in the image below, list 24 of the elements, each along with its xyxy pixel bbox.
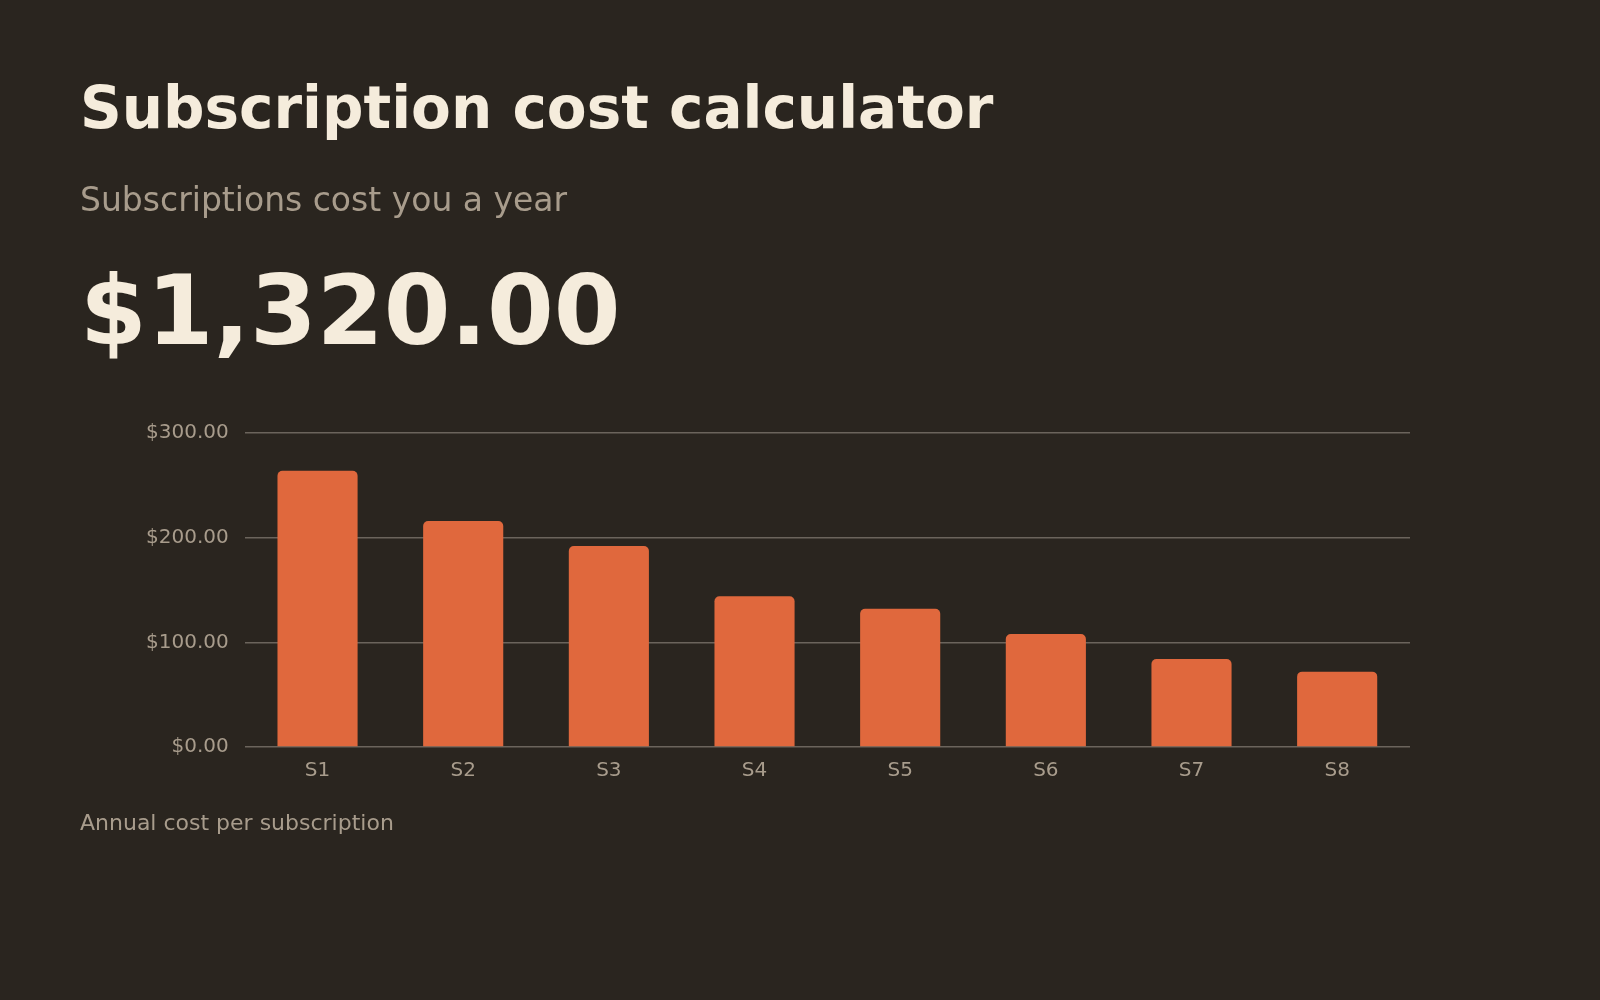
y-tick-label: $0.00	[171, 733, 229, 758]
bar	[423, 520, 504, 747]
bar	[1151, 659, 1232, 747]
bar	[860, 608, 941, 747]
bar	[714, 596, 795, 747]
bar	[1297, 671, 1378, 747]
bar	[568, 546, 649, 747]
y-tick-label: $300.00	[145, 419, 229, 444]
x-tick-label: S6	[1033, 757, 1059, 782]
bar	[1005, 633, 1086, 747]
y-tick-label: $100.00	[145, 628, 229, 653]
x-tick-label: S1	[304, 757, 331, 782]
x-tick-label: S2	[450, 757, 476, 782]
x-tick-label: S7	[1178, 757, 1205, 782]
text: $1,320.00	[80, 255, 621, 367]
x-tick-label: S3	[596, 757, 622, 782]
x-tick-label: S8	[1324, 757, 1350, 782]
x-tick-label: S5	[887, 757, 913, 782]
bar	[277, 470, 358, 747]
chart-title: Subscription cost calculator	[80, 74, 994, 142]
text: Annual cost per subscription	[80, 810, 394, 835]
chart-subtitle: Subscriptions cost you a year	[80, 180, 568, 219]
x-tick-label: S4	[741, 757, 768, 782]
y-tick-label: $200.00	[145, 523, 229, 548]
